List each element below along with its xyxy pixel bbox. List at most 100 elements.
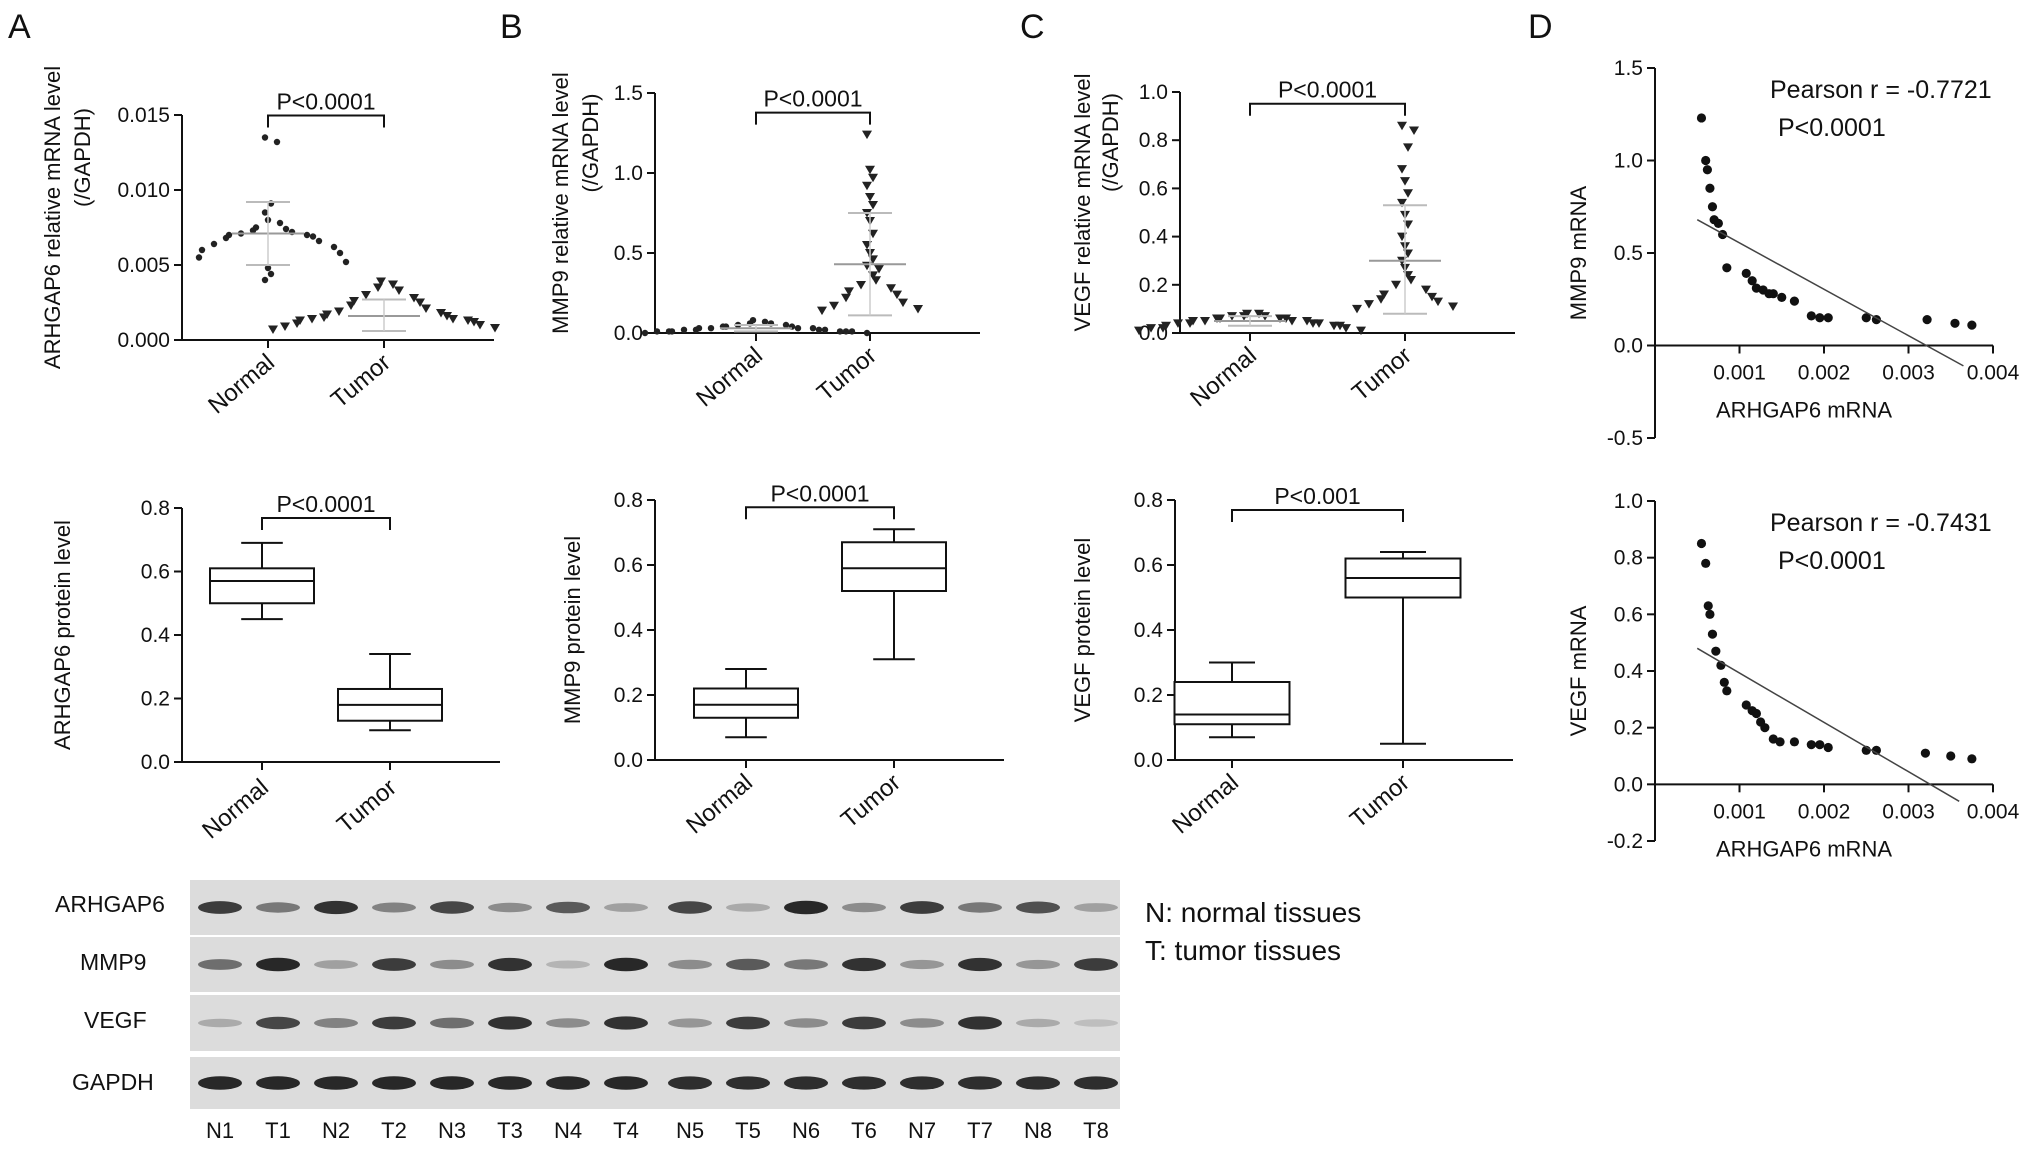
blot-band-arhgap6 — [546, 901, 590, 914]
chart-d1-x-tick-label: 0.002 — [1798, 362, 1851, 385]
chart-c1-series-1-point — [1397, 121, 1407, 131]
chart-c1-pvalue: P<0.0001 — [1278, 77, 1377, 103]
chart-d2-point — [1967, 754, 1977, 764]
chart-a1-series-1-point — [394, 286, 404, 295]
chart-a1-category-label-tumor: Tumor — [326, 349, 396, 414]
blot-label-arhgap6: ARHGAP6 — [55, 891, 165, 917]
chart-a1-pvalue: P<0.0001 — [276, 89, 375, 115]
chart-d1-point — [1950, 318, 1960, 328]
chart-a1-significance-bracket — [267, 114, 385, 128]
chart-a1-series-1-point — [361, 291, 371, 300]
blot-band-vegf — [842, 1016, 886, 1030]
chart-d2-x-tick-label: 0.001 — [1713, 800, 1766, 823]
chart-d2-pearson-r: Pearson r = -0.7431 — [1770, 509, 1992, 537]
blot-band-vegf — [546, 1018, 590, 1028]
chart-d1-point — [1823, 313, 1833, 323]
chart-c1-series-0-point — [1341, 324, 1351, 333]
blot-band-vegf — [668, 1018, 712, 1028]
chart-c1-category-label-normal: Normal — [1185, 342, 1262, 412]
chart-a1-series-1-point — [280, 322, 290, 331]
blot-band-arhgap6 — [430, 901, 474, 914]
chart-a1-series-0-point — [210, 240, 218, 248]
blot-band-arhgap6 — [256, 902, 300, 913]
chart-a2-ylabel: ARHGAP6 protein level — [50, 520, 75, 750]
blot-lane-label: N1 — [206, 1118, 234, 1143]
blot-band-gapdh — [668, 1076, 712, 1090]
blot-band-mmp9 — [784, 959, 828, 970]
chart-d2-point — [1871, 745, 1881, 755]
chart-a1-series-1-point — [448, 315, 458, 324]
chart-c2-significance-bracket — [1231, 509, 1404, 522]
blot-band-vegf — [488, 1016, 532, 1030]
chart-b1-series-0-point — [653, 328, 661, 335]
chart-b1-series-0-point — [794, 325, 802, 332]
chart-c1-series-1-point — [1352, 304, 1362, 314]
chart-c1-series-1-point — [1403, 143, 1413, 152]
blot-band-vegf — [198, 1018, 242, 1028]
blot-band-gapdh — [372, 1076, 416, 1090]
chart-c1-series-1-point — [1397, 165, 1407, 174]
chart-b1-series-0-point — [641, 329, 649, 337]
blot-band-vegf — [256, 1016, 300, 1030]
chart-d1-point — [1815, 313, 1825, 323]
chart-b1-series-1-point — [844, 287, 854, 296]
blot-band-gapdh — [784, 1076, 828, 1090]
chart-b1-series-1-point — [898, 298, 908, 308]
chart-d1-correlation-pvalue: P<0.0001 — [1778, 114, 1886, 142]
blot-band-vegf — [604, 1016, 648, 1030]
chart-d2-point — [1815, 740, 1825, 750]
chart-d1-ylabel: MMP9 mRNA — [1566, 185, 1591, 320]
chart-d2-x-tick-label: 0.002 — [1798, 800, 1851, 823]
chart-d2-point — [1722, 686, 1732, 696]
chart-a2-pvalue: P<0.0001 — [276, 491, 375, 517]
chart-a2-significance-bracket — [261, 517, 391, 530]
chart-a1-series-0-point — [261, 134, 269, 141]
chart-d2-y-tick-label: 0.0 — [1614, 773, 1643, 796]
chart-a1: 0.000 0.005 0.010 0.015 ARHGAP6 relative mRN… — [40, 66, 500, 419]
chart-a1-series-1-point — [268, 325, 278, 334]
blot-band-mmp9 — [314, 960, 358, 969]
blot-lane-label: T1 — [265, 1118, 291, 1143]
blot-band-mmp9 — [430, 959, 474, 970]
chart-d1-point — [1702, 165, 1712, 175]
chart-d1-pearson-r: Pearson r = -0.7721 — [1770, 76, 1992, 104]
chart-c2-y-tick-label: 0.6 — [1134, 554, 1163, 577]
blot-lane-label: N4 — [554, 1118, 582, 1143]
chart-b1-pvalue: P<0.0001 — [763, 86, 862, 112]
chart-b1-series-0-point — [848, 328, 856, 335]
chart-b1-significance-bracket — [755, 111, 871, 125]
chart-c1-series-0-point — [1287, 316, 1297, 326]
chart-c2-category-label-normal: Normal — [1167, 769, 1244, 839]
chart-c1-y-tick-label: 0.6 — [1139, 177, 1168, 200]
chart-c1-series-0-point — [1185, 319, 1195, 328]
chart-c1-y-tick-label: 1.0 — [1139, 81, 1168, 104]
chart-c1-series-1-point — [1448, 302, 1458, 311]
chart-d2-xlabel: ARHGAP6 mRNA — [1716, 836, 1892, 861]
chart-d1-point — [1713, 218, 1723, 228]
chart-a1-series-0-point — [342, 258, 350, 266]
chart-c1-series-0-point — [1134, 326, 1144, 336]
chart-a1-series-0-point — [195, 254, 203, 261]
chart-d1-point — [1922, 315, 1932, 325]
blot-band-gapdh — [198, 1076, 242, 1090]
chart-c2-box — [1173, 681, 1291, 726]
chart-d1-point — [1806, 311, 1816, 321]
blot-band-vegf — [1016, 1018, 1060, 1028]
chart-d2-point — [1703, 601, 1713, 611]
chart-d1-point — [1789, 296, 1800, 306]
blot-band-mmp9 — [488, 957, 532, 972]
chart-b2-y-tick-label: 0.6 — [614, 554, 643, 577]
chart-b2-significance-bracket — [745, 506, 895, 520]
blot-lane-label: N3 — [438, 1118, 466, 1143]
chart-d1-y-tick-label: 0.5 — [1614, 242, 1643, 265]
chart-c1-series-1-point — [1397, 198, 1407, 208]
chart-a2-box — [209, 567, 315, 605]
chart-d1-x-tick-label: 0.001 — [1713, 362, 1766, 385]
chart-c2-pvalue: P<0.001 — [1274, 483, 1360, 509]
blot-band-arhgap6 — [668, 901, 712, 914]
chart-b1-series-1-point — [862, 181, 872, 191]
chart-c1-category-label-tumor: Tumor — [1347, 342, 1417, 407]
blot-band-arhgap6 — [1016, 901, 1060, 914]
chart-a1-series-0-point — [330, 243, 338, 251]
